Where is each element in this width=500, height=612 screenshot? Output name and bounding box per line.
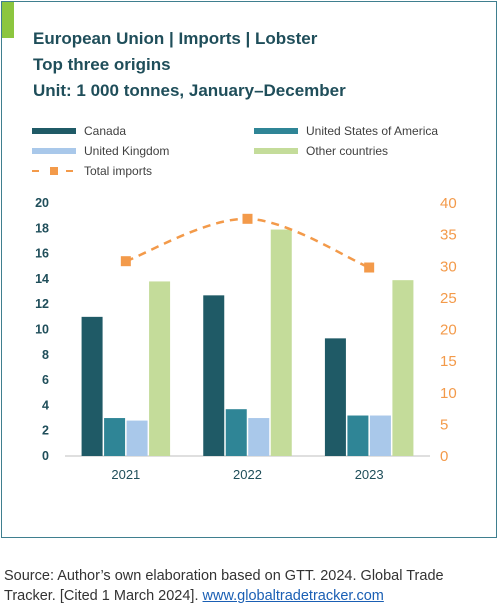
- chart-title: European Union | Imports | Lobster Top t…: [33, 26, 346, 104]
- y-right-tick-label: 40: [440, 195, 457, 212]
- bar-canada: [203, 295, 225, 456]
- y-left-tick-label: 14: [35, 272, 49, 286]
- title-line-3: Unit: 1 000 tonnes, January–December: [33, 81, 346, 100]
- source-link[interactable]: www.globaltradetracker.com: [202, 588, 384, 604]
- y-right-tick-label: 10: [440, 385, 457, 402]
- bar-other-countries: [149, 281, 171, 456]
- title-line-1: European Union | Imports | Lobster: [33, 29, 318, 48]
- point-total-imports: [364, 262, 375, 273]
- legend-label: Total imports: [84, 164, 153, 178]
- legend-swatch: [254, 148, 298, 154]
- y-left-tick-label: 18: [35, 221, 49, 235]
- legend-swatch: [254, 128, 298, 134]
- y-right-tick-label: 15: [440, 353, 457, 370]
- title-line-2: Top three origins: [33, 55, 171, 74]
- y-right-tick-label: 30: [440, 258, 457, 275]
- legend-swatch: [32, 128, 76, 134]
- legend-label: Canada: [84, 124, 127, 138]
- source-note: Source: Author’s own elaboration based o…: [4, 566, 496, 606]
- legend-item-total: Total imports: [32, 164, 152, 178]
- x-tick-label: 2021: [111, 467, 140, 482]
- legend-item-usa: United States of America: [254, 124, 438, 138]
- y-right-tick-label: 35: [440, 227, 457, 244]
- y-right-tick-label: 25: [440, 290, 457, 307]
- source-text: Source: Author’s own elaboration based o…: [4, 568, 444, 604]
- y-left-tick-label: 6: [42, 373, 49, 387]
- y-left-tick-label: 4: [42, 398, 49, 412]
- line-total-imports: [125, 217, 370, 269]
- bar-united-kingdom: [126, 420, 148, 456]
- legend-line-marker: [32, 166, 76, 176]
- bar-united-kingdom: [369, 415, 391, 456]
- bar-other-countries: [392, 280, 414, 456]
- bar-canada: [81, 316, 103, 456]
- legend-label: United Kingdom: [84, 144, 170, 158]
- point-total-imports: [120, 256, 131, 267]
- legend-label: United States of America: [306, 124, 439, 138]
- y-right-tick-label: 20: [440, 322, 457, 339]
- legend: Canada United States of America United K…: [32, 122, 472, 182]
- x-tick-label: 2022: [233, 467, 262, 482]
- y-right-tick-label: 0: [440, 448, 448, 465]
- y-left-tick-label: 8: [42, 348, 49, 362]
- bar-canada: [324, 338, 346, 456]
- x-tick-label: 2023: [355, 467, 384, 482]
- bar-other-countries: [270, 229, 292, 456]
- chart-svg: 0 2 4 6 8 10 12 14 16 18 20 0 5 10 15 20 25 30 35 40 2021 202…: [35, 195, 457, 482]
- legend-item-other: Other countries: [254, 144, 388, 158]
- y-left-tick-label: 16: [35, 247, 49, 261]
- bar-united-states-of-america: [104, 418, 126, 456]
- y-left-tick-label: 2: [42, 424, 49, 438]
- legend-label: Other countries: [306, 144, 389, 158]
- y-right-tick-label: 5: [440, 416, 448, 433]
- y-left-tick-label: 10: [35, 323, 49, 337]
- legend-item-canada: Canada: [32, 124, 126, 138]
- legend-swatch: [32, 148, 76, 154]
- y-left-tick-label: 12: [35, 297, 49, 311]
- y-left-tick-label: 20: [35, 196, 49, 210]
- y-left-tick-label: 0: [42, 449, 49, 463]
- bar-united-states-of-america: [347, 415, 369, 456]
- bar-united-kingdom: [248, 418, 270, 456]
- accent-bar: [2, 2, 14, 38]
- bar-united-states-of-america: [225, 409, 247, 456]
- point-total-imports: [242, 213, 253, 224]
- legend-item-uk: United Kingdom: [32, 144, 169, 158]
